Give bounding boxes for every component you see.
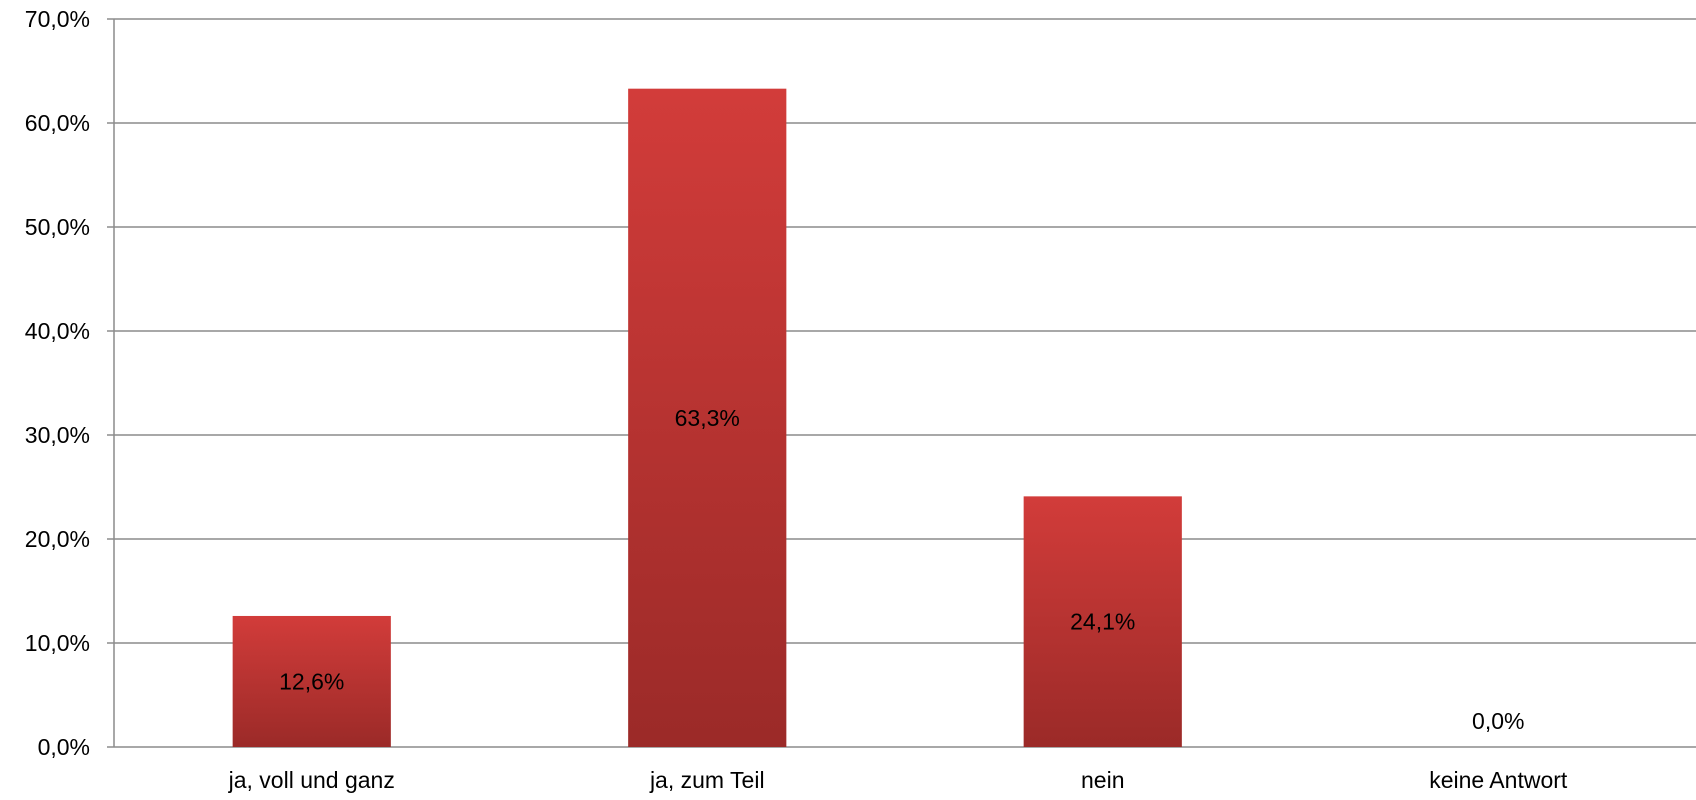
data-label: 12,6% (279, 668, 344, 694)
x-tick-label: keine Antwort (1429, 767, 1568, 793)
bar (1023, 496, 1182, 747)
x-tick-label: ja, voll und ganz (228, 767, 395, 793)
data-label: 24,1% (1070, 609, 1135, 635)
y-tick-label: 30,0% (25, 422, 90, 448)
bars (232, 88, 1182, 748)
x-tick-label: ja, zum Teil (649, 767, 765, 793)
y-tick-label: 70,0% (25, 6, 90, 32)
data-label: 63,3% (675, 405, 740, 431)
y-tick-label: 40,0% (25, 318, 90, 344)
bar (232, 615, 391, 747)
y-tick-label: 20,0% (25, 526, 90, 552)
data-label: 0,0% (1472, 708, 1524, 734)
gridlines (114, 18, 1696, 644)
labels: 0,0% 10,0% 20,0% 30,0% 40,0% 50,0% 60,0% 70,0% 1… (25, 6, 1568, 793)
y-tick-label: 0,0% (38, 734, 90, 760)
bar (628, 88, 787, 748)
x-tick-label: nein (1081, 767, 1124, 793)
y-tick-label: 10,0% (25, 630, 90, 656)
y-tick-label: 60,0% (25, 110, 90, 136)
y-tick-label: 50,0% (25, 214, 90, 240)
